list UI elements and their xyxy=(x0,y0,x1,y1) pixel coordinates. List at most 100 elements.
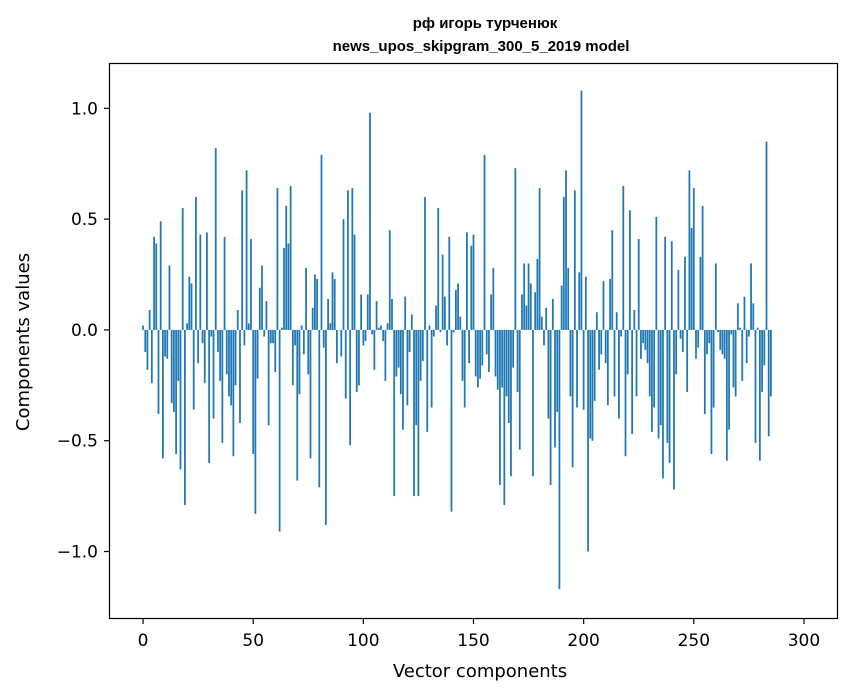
bar-67 xyxy=(290,186,292,330)
bar-282 xyxy=(763,330,765,365)
bar-178 xyxy=(534,292,536,330)
bar-71 xyxy=(299,330,301,394)
bar-73 xyxy=(303,330,305,354)
bar-227 xyxy=(642,330,644,343)
bar-140 xyxy=(451,330,453,512)
bar-14 xyxy=(173,330,175,412)
bar-216 xyxy=(618,330,620,419)
bar-98 xyxy=(358,330,360,385)
bar-77 xyxy=(312,308,314,330)
bar-15 xyxy=(175,330,177,454)
bar-236 xyxy=(662,330,664,478)
x-axis-label: Vector components xyxy=(393,661,567,682)
x-tick-label: 0 xyxy=(138,631,149,651)
y-axis-label: Components values xyxy=(13,253,34,431)
bar-222 xyxy=(631,330,633,434)
bar-251 xyxy=(695,330,697,359)
y-tick-label: 0.5 xyxy=(71,210,98,230)
bar-258 xyxy=(711,330,713,454)
bar-151 xyxy=(475,330,477,377)
bar-125 xyxy=(418,330,420,496)
bar-62 xyxy=(279,330,281,532)
bar-195 xyxy=(572,330,574,467)
bar-91 xyxy=(343,219,345,330)
bar-64 xyxy=(283,248,285,330)
bar-61 xyxy=(277,188,279,330)
bar-90 xyxy=(340,330,342,357)
bar-209 xyxy=(603,281,605,330)
bar-238 xyxy=(666,330,668,443)
bar-217 xyxy=(620,330,622,337)
bar-223 xyxy=(633,310,635,330)
bar-273 xyxy=(744,297,746,330)
bar-237 xyxy=(664,237,666,330)
bar-47 xyxy=(246,170,248,330)
bar-254 xyxy=(702,206,704,330)
bar-108 xyxy=(380,325,382,329)
bar-247 xyxy=(686,330,688,392)
bar-112 xyxy=(389,230,391,330)
bar-70 xyxy=(296,330,298,481)
chart-title-line-2: news_upos_skipgram_300_5_2019 model xyxy=(333,38,630,55)
bar-0 xyxy=(142,325,144,329)
bar-283 xyxy=(766,142,768,330)
bar-36 xyxy=(221,330,223,443)
bar-99 xyxy=(360,294,362,329)
bar-164 xyxy=(503,330,505,505)
bar-252 xyxy=(697,330,699,348)
bar-257 xyxy=(708,330,710,343)
bar-226 xyxy=(640,330,642,359)
bar-179 xyxy=(537,259,539,330)
bar-19 xyxy=(184,330,186,505)
bar-101 xyxy=(365,330,367,341)
bar-116 xyxy=(398,330,400,368)
bar-118 xyxy=(402,330,404,430)
bar-235 xyxy=(660,330,662,425)
bar-129 xyxy=(426,330,428,432)
bar-88 xyxy=(336,330,338,363)
bar-121 xyxy=(409,330,411,352)
bar-166 xyxy=(508,330,510,423)
bar-149 xyxy=(470,246,472,330)
bar-12 xyxy=(169,266,171,330)
bar-109 xyxy=(382,330,384,341)
bar-7 xyxy=(158,330,160,414)
bar-79 xyxy=(316,279,318,330)
bar-271 xyxy=(739,328,741,330)
bar-281 xyxy=(761,330,763,392)
bar-81 xyxy=(321,155,323,330)
bar-13 xyxy=(171,330,173,403)
bar-200 xyxy=(583,330,585,410)
bar-152 xyxy=(477,330,479,388)
bar-55 xyxy=(263,330,265,337)
bar-206 xyxy=(596,312,598,330)
bar-103 xyxy=(369,113,371,330)
bar-122 xyxy=(411,314,413,330)
bar-202 xyxy=(587,330,589,552)
bar-76 xyxy=(310,330,312,459)
bar-139 xyxy=(448,237,450,330)
bar-229 xyxy=(647,330,649,363)
bar-38 xyxy=(226,330,228,374)
bar-192 xyxy=(565,170,567,330)
bar-155 xyxy=(484,155,486,330)
bar-183 xyxy=(545,308,547,330)
bar-1 xyxy=(144,330,146,352)
bar-85 xyxy=(329,323,331,330)
bar-173 xyxy=(523,263,525,329)
bar-111 xyxy=(387,323,389,330)
bar-269 xyxy=(735,330,737,396)
bar-144 xyxy=(459,317,461,330)
bar-274 xyxy=(746,330,748,363)
bar-243 xyxy=(678,270,680,330)
bar-46 xyxy=(244,330,246,346)
bar-54 xyxy=(261,266,263,330)
bar-201 xyxy=(585,277,587,330)
bar-214 xyxy=(614,330,616,396)
bar-133 xyxy=(435,306,437,330)
bar-181 xyxy=(541,317,543,330)
bar-272 xyxy=(741,330,743,381)
bar-198 xyxy=(578,272,580,330)
